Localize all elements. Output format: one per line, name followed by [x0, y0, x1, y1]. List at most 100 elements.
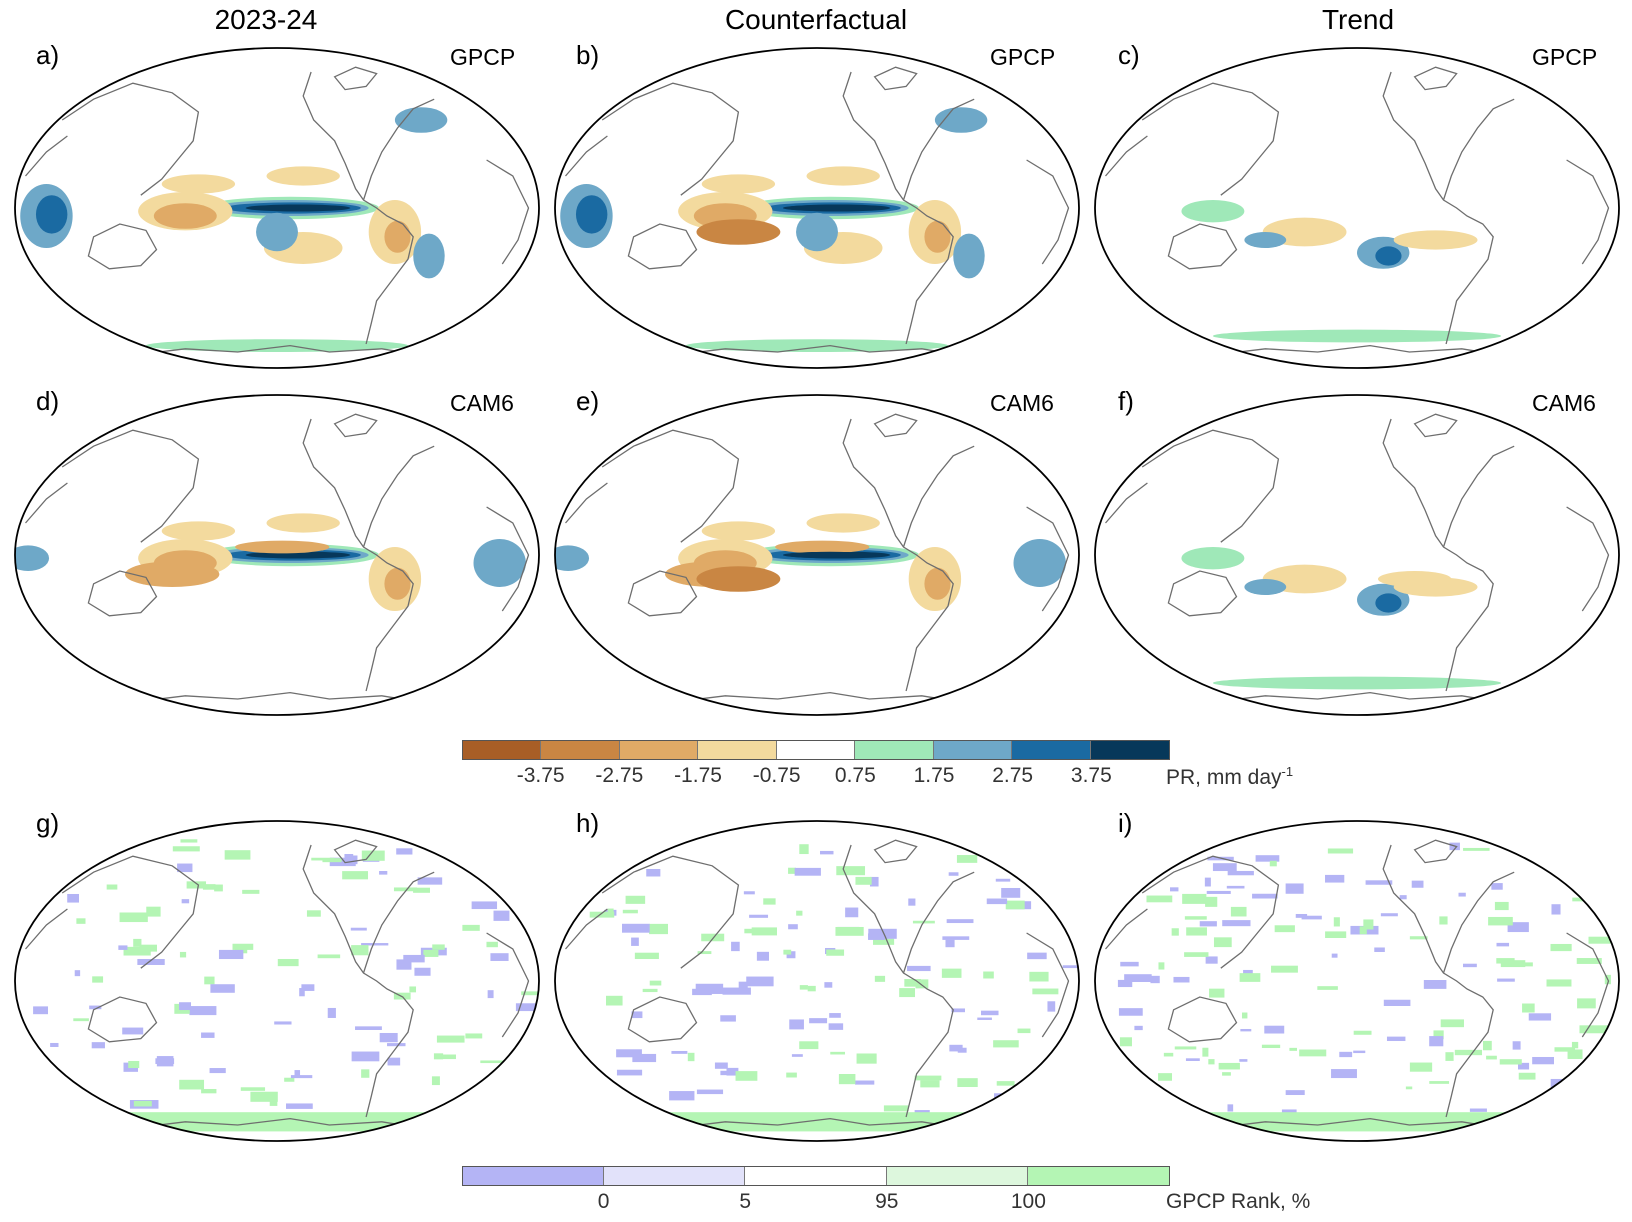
coastline [627, 223, 698, 270]
rank-grid-cell [471, 901, 498, 910]
rank-grid-cell [1380, 913, 1398, 917]
map-border [1094, 47, 1620, 369]
coastline [1212, 1117, 1502, 1129]
rank-grid-cell [128, 1060, 140, 1069]
rank-grid-cell [436, 1035, 465, 1043]
pr-colorbar-tick-label: -1.75 [674, 764, 722, 787]
rank-grid-cell [1213, 937, 1232, 948]
rank-grid-cell [1429, 1081, 1450, 1084]
rank-grid-cell [809, 1018, 828, 1024]
map-field [20, 66, 530, 356]
rank-grid-cell [133, 1100, 152, 1107]
coastline [1442, 98, 1515, 201]
rank-grid-cell [224, 850, 251, 860]
coastline [25, 908, 68, 950]
dataset-label-d: CAM6 [450, 390, 514, 416]
rank-grid-cell [204, 976, 215, 985]
rank-grid-cell [746, 976, 774, 987]
rank-grid-cell [379, 1032, 398, 1043]
rank-grid-cell [824, 982, 833, 988]
rank-colorbar-swatch-2 [745, 1167, 887, 1185]
rank-grid-cell [1546, 979, 1572, 987]
rank-grid-cell [642, 988, 658, 993]
rank-grid-cell [202, 884, 216, 890]
rank-grid-cell [788, 867, 796, 874]
coastline [486, 932, 530, 1038]
rank-grid-cell [1500, 960, 1526, 968]
rank-grid-cell [671, 1050, 688, 1054]
rank-grid-cell [695, 983, 724, 994]
rank-grid-cell [1518, 1072, 1536, 1080]
rank-grid-cell [290, 1075, 313, 1079]
coastline [61, 855, 200, 969]
panel-label-b: b) [576, 40, 600, 70]
precip-anomaly-region [161, 174, 236, 194]
rank-grid-cell [669, 1091, 695, 1101]
coastline [486, 159, 530, 265]
rank-grid-cell [1205, 896, 1218, 907]
rank-grid-cell [74, 970, 81, 977]
column-title-2023-24: 2023-24 [214, 4, 318, 35]
pr-colorbar-label: PR, mm day-1 [1166, 764, 1294, 789]
rank-grid-cell [980, 1010, 999, 1016]
rank-grid-cell [977, 1017, 992, 1020]
rank-grid-cell [403, 954, 425, 963]
rank-grid-cell [186, 881, 207, 889]
rank-grid-cell [214, 884, 223, 892]
rank-grid-cell [350, 927, 367, 931]
coastline [132, 1117, 422, 1129]
coastline [1026, 932, 1070, 1038]
coastline [601, 855, 740, 969]
precip-anomaly-region [1244, 579, 1287, 595]
rank-grid-cell [1120, 961, 1139, 967]
rank-grid-cell [868, 933, 885, 940]
precip-anomaly-region [924, 567, 951, 600]
coastline [25, 482, 68, 524]
coastline [902, 871, 975, 974]
map-field [1105, 413, 1610, 703]
rank-colorbar-swatch-3 [886, 1167, 1028, 1185]
coastline [565, 908, 608, 950]
rank-grid-cell [432, 944, 445, 950]
rank-grid-cell [414, 967, 431, 976]
map-panel-c [1094, 47, 1620, 369]
rank-grid-cell [942, 936, 970, 940]
coastline [842, 844, 954, 1118]
coastline [302, 71, 414, 345]
rank-grid-cell [355, 1026, 382, 1030]
rank-grid-cell [873, 938, 895, 945]
rank-grid-cell [606, 995, 623, 1006]
coastline [1382, 418, 1494, 692]
coastline [1105, 135, 1148, 177]
rank-grid-cell [344, 853, 354, 861]
coastline [1141, 855, 1280, 969]
rank-colorbar [462, 1166, 1170, 1186]
rank-grid-cell [1158, 1073, 1173, 1081]
rank-grid-cell [1218, 1062, 1240, 1070]
rank-grid-cell [201, 1032, 215, 1038]
rank-grid-cell [73, 1018, 89, 1022]
rank-grid-cell [322, 858, 342, 863]
rank-grid-cell [1150, 975, 1160, 984]
panel-label-a: a) [36, 40, 60, 70]
rank-colorbar-tick-label: 95 [875, 1190, 899, 1213]
rank-grid-cell [1163, 1052, 1174, 1057]
rank-grid-cell [1532, 1056, 1555, 1065]
rank-grid-cell [1001, 887, 1021, 898]
pr-colorbar [462, 740, 1170, 760]
rank-grid-cell [1146, 895, 1173, 903]
coastline [333, 839, 378, 864]
rank-grid-cell [957, 1047, 967, 1053]
rank-grid-cell [1488, 916, 1513, 926]
rank-grid-cell [1032, 988, 1059, 995]
precip-anomaly-region [1375, 593, 1402, 613]
rank-grid-cell [396, 848, 413, 855]
coastline [627, 996, 698, 1043]
rank-grid-cell [1222, 1072, 1231, 1076]
pr-colorbar-tick-label: 0.75 [834, 764, 876, 787]
rank-grid-cell [1295, 913, 1308, 918]
rank-grid-cell [1182, 893, 1207, 904]
precip-anomaly-region [256, 212, 298, 252]
rank-grid-cell [133, 938, 142, 947]
coastline [601, 429, 740, 543]
